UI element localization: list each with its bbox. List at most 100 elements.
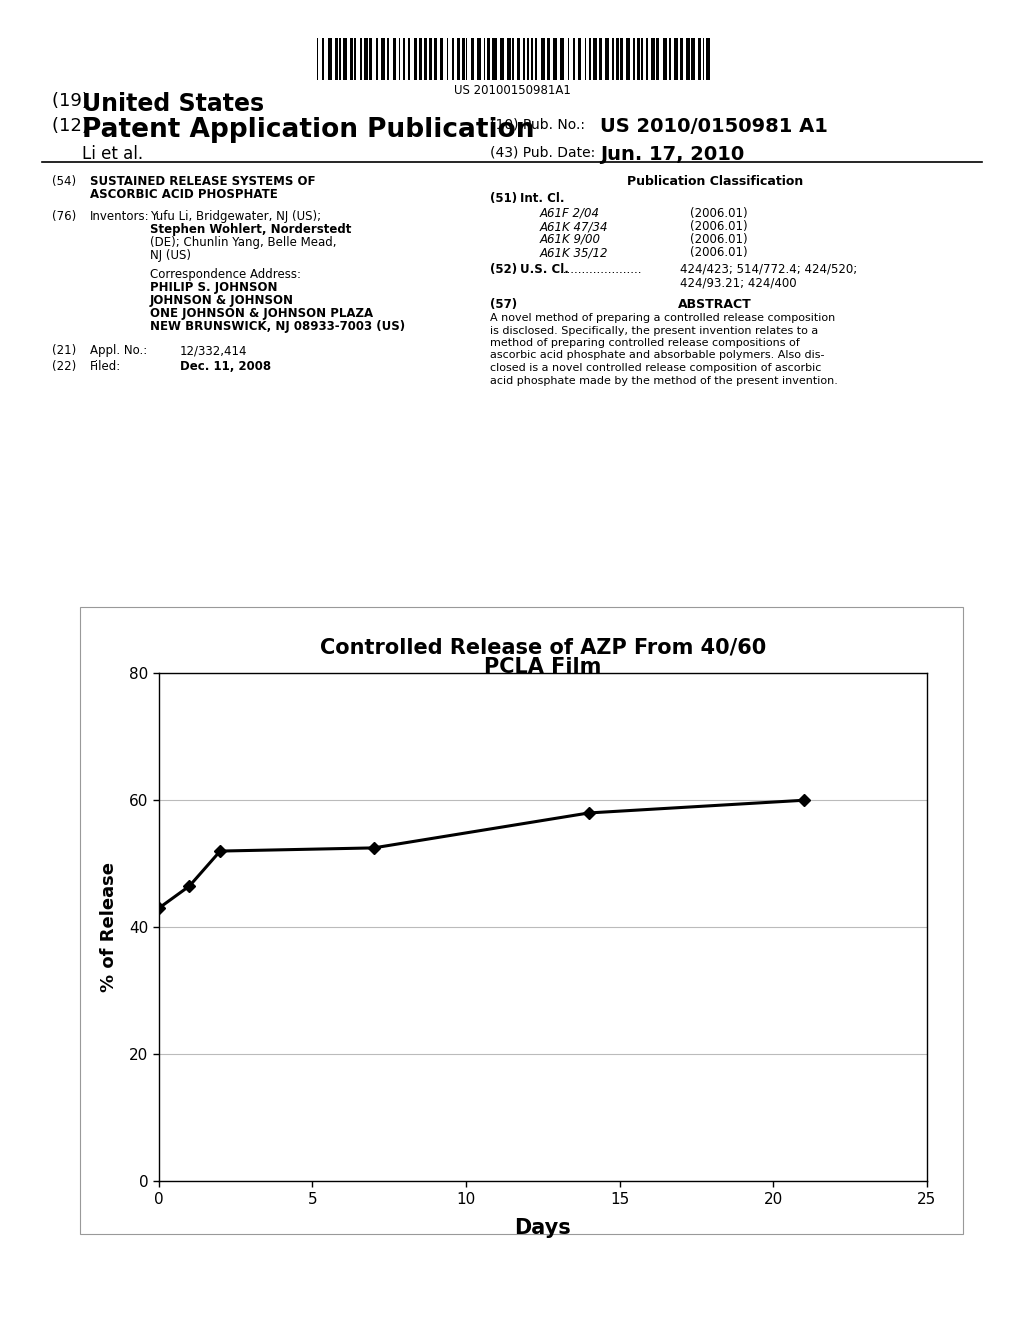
- Text: (10) Pub. No.:: (10) Pub. No.:: [490, 117, 585, 131]
- Bar: [560, 38, 564, 81]
- Bar: [605, 38, 609, 81]
- Bar: [589, 38, 591, 81]
- Bar: [370, 38, 373, 81]
- Bar: [541, 38, 545, 81]
- Bar: [706, 38, 710, 81]
- Bar: [599, 38, 602, 81]
- Bar: [354, 38, 356, 81]
- Bar: [364, 38, 369, 81]
- Bar: [637, 38, 640, 81]
- Text: Appl. No.:: Appl. No.:: [90, 345, 147, 356]
- Bar: [620, 38, 623, 81]
- Text: (57): (57): [490, 298, 517, 312]
- Bar: [680, 38, 683, 81]
- Text: Publication Classification: Publication Classification: [627, 176, 803, 187]
- Text: (2006.01): (2006.01): [690, 220, 748, 234]
- Bar: [377, 38, 378, 81]
- Y-axis label: % of Release: % of Release: [99, 862, 118, 993]
- Bar: [615, 38, 618, 81]
- Bar: [691, 38, 695, 81]
- Bar: [507, 38, 511, 81]
- Bar: [585, 38, 586, 81]
- Text: (54): (54): [52, 176, 76, 187]
- Text: (12): (12): [52, 117, 94, 135]
- Bar: [402, 38, 406, 81]
- Bar: [452, 38, 455, 81]
- Text: ASCORBIC ACID PHOSPHATE: ASCORBIC ACID PHOSPHATE: [90, 187, 278, 201]
- Text: (22): (22): [52, 360, 76, 374]
- Text: A61F 2/04: A61F 2/04: [540, 207, 600, 220]
- Text: method of preparing controlled release compositions of: method of preparing controlled release c…: [490, 338, 800, 348]
- Text: (2006.01): (2006.01): [690, 246, 748, 259]
- Text: (19): (19): [52, 92, 94, 110]
- Bar: [350, 38, 352, 81]
- Text: PCLA Film: PCLA Film: [484, 657, 601, 677]
- Bar: [578, 38, 582, 81]
- Bar: [457, 38, 460, 81]
- Text: acid phosphate made by the method of the present invention.: acid phosphate made by the method of the…: [490, 375, 838, 385]
- Text: is disclosed. Specifically, the present invention relates to a: is disclosed. Specifically, the present …: [490, 326, 818, 335]
- Bar: [517, 38, 520, 81]
- Text: Jun. 17, 2010: Jun. 17, 2010: [600, 145, 744, 164]
- Text: (21): (21): [52, 345, 76, 356]
- Bar: [322, 38, 325, 81]
- Text: (2006.01): (2006.01): [690, 234, 748, 246]
- Bar: [553, 38, 557, 81]
- Text: (2006.01): (2006.01): [690, 207, 748, 220]
- Bar: [386, 38, 389, 81]
- Text: Stephen Wohlert, Norderstedt: Stephen Wohlert, Norderstedt: [150, 223, 351, 236]
- Bar: [535, 38, 538, 81]
- Text: A61K 47/34: A61K 47/34: [540, 220, 608, 234]
- Text: ONE JOHNSON & JOHNSON PLAZA: ONE JOHNSON & JOHNSON PLAZA: [150, 308, 373, 319]
- Bar: [335, 38, 338, 81]
- Bar: [646, 38, 648, 81]
- Bar: [359, 38, 361, 81]
- Bar: [593, 38, 597, 81]
- Bar: [612, 38, 613, 81]
- Text: NEW BRUNSWICK, NJ 08933-7003 (US): NEW BRUNSWICK, NJ 08933-7003 (US): [150, 319, 406, 333]
- Text: US 20100150981A1: US 20100150981A1: [454, 84, 570, 96]
- Text: closed is a novel controlled release composition of ascorbic: closed is a novel controlled release com…: [490, 363, 821, 374]
- Bar: [487, 38, 490, 81]
- Text: Yufu Li, Bridgewater, NJ (US);: Yufu Li, Bridgewater, NJ (US);: [150, 210, 322, 223]
- Text: A61K 35/12: A61K 35/12: [540, 246, 608, 259]
- Bar: [651, 38, 655, 81]
- Bar: [398, 38, 400, 81]
- Bar: [656, 38, 659, 81]
- Bar: [523, 38, 524, 81]
- Bar: [440, 38, 443, 81]
- Text: Patent Application Publication: Patent Application Publication: [82, 117, 535, 143]
- Bar: [484, 38, 485, 81]
- Bar: [530, 38, 532, 81]
- Bar: [573, 38, 575, 81]
- Bar: [493, 38, 497, 81]
- Text: Inventors:: Inventors:: [90, 210, 150, 223]
- Text: Filed:: Filed:: [90, 360, 121, 374]
- Bar: [669, 38, 671, 81]
- Text: US 2010/0150981 A1: US 2010/0150981 A1: [600, 117, 827, 136]
- Bar: [471, 38, 473, 81]
- Bar: [547, 38, 550, 81]
- Bar: [526, 38, 528, 81]
- Bar: [626, 38, 630, 81]
- Bar: [393, 38, 396, 81]
- Bar: [429, 38, 432, 81]
- Bar: [420, 38, 423, 81]
- Bar: [686, 38, 690, 81]
- Text: JOHNSON & JOHNSON: JOHNSON & JOHNSON: [150, 294, 294, 308]
- Text: Int. Cl.: Int. Cl.: [520, 191, 564, 205]
- Text: U.S. Cl.: U.S. Cl.: [520, 263, 569, 276]
- Text: SUSTAINED RELEASE SYSTEMS OF: SUSTAINED RELEASE SYSTEMS OF: [90, 176, 315, 187]
- X-axis label: Days: Days: [514, 1218, 571, 1238]
- Bar: [568, 38, 569, 81]
- Text: A novel method of preparing a controlled release composition: A novel method of preparing a controlled…: [490, 313, 836, 323]
- Text: United States: United States: [82, 92, 264, 116]
- Text: Dec. 11, 2008: Dec. 11, 2008: [180, 360, 271, 374]
- Bar: [434, 38, 437, 81]
- Bar: [463, 38, 465, 81]
- Text: ......................: ......................: [560, 263, 642, 276]
- Bar: [641, 38, 643, 81]
- Text: Correspondence Address:: Correspondence Address:: [150, 268, 301, 281]
- Bar: [663, 38, 667, 81]
- Bar: [381, 38, 385, 81]
